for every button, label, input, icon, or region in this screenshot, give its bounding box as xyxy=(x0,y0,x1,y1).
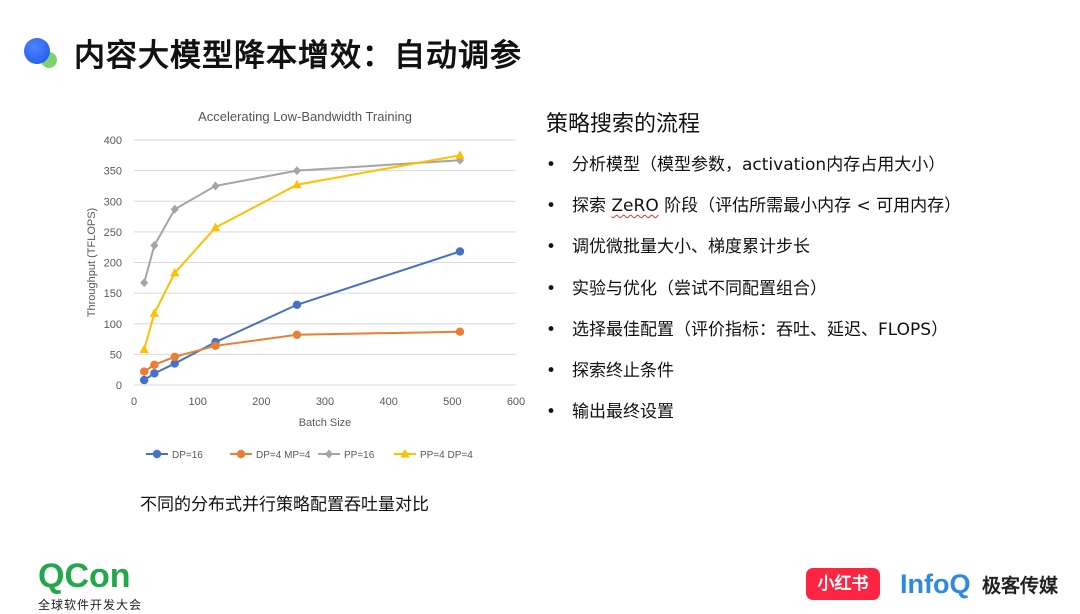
data-point-dp-16 xyxy=(170,359,179,368)
chart-svg: Accelerating Low-Bandwidth Training 0 50 10… xyxy=(86,109,525,461)
y-tick-label: 400 xyxy=(104,135,122,147)
series-line-pp-16 xyxy=(143,159,461,283)
bullet-symbol: • xyxy=(546,278,557,299)
list-item-text-post: 阶段（评估所需最小内存 < 可用内存） xyxy=(658,196,962,217)
legend-label-dp-16: DP=16 xyxy=(172,450,203,461)
series-line-pp-4-dp-4 xyxy=(143,154,461,350)
strategy-title: 策略搜索的流程 xyxy=(546,112,701,137)
list-item-text: 调优微批量大小、梯度累计步长 xyxy=(572,237,810,258)
x-axis-label: Batch Size xyxy=(299,417,352,429)
data-point-pp-16 xyxy=(211,181,220,191)
chart-caption: 不同的分布式并行策略配置吞吐量对比 xyxy=(140,495,429,515)
y-tick-label: 300 xyxy=(104,196,122,208)
data-point-pp-16 xyxy=(170,204,179,214)
list-item: • 实验与优化（尝试不同配置组合） xyxy=(546,274,961,315)
list-item: • 探索终止条件 xyxy=(546,356,961,397)
list-item: • 选择最佳配置（评价指标：吞吐、延迟、FLOPS） xyxy=(546,315,961,356)
data-point-dp-4-mp-4 xyxy=(150,360,159,369)
x-tick-label: 200 xyxy=(252,396,270,408)
data-point-pp-4-dp-4 xyxy=(210,222,221,232)
x-tick-label: 600 xyxy=(507,396,525,408)
y-tick-label: 200 xyxy=(104,258,122,270)
list-item: • 分析模型（模型参数，activation内存占用大小） xyxy=(546,150,961,191)
data-point-pp-16 xyxy=(455,155,464,165)
data-point-dp-16 xyxy=(139,375,149,385)
data-point-pp-4-dp-4 xyxy=(455,150,465,159)
series-line-dp-16 xyxy=(143,250,461,381)
footer: QCon 全球软件开发大会 xyxy=(0,552,1080,614)
data-point-pp-4-dp-4 xyxy=(139,344,149,353)
xiaohongshu-logo: 小红书 xyxy=(806,568,880,600)
legend-label-dp-4-mp-4: DP=4 MP=4 xyxy=(256,450,311,461)
qcon-logo: QCon xyxy=(38,557,131,595)
strategy-list: • 分析模型（模型参数，activation内存占用大小） • 探索 ZeRO 阶段… xyxy=(546,150,961,438)
bullet-symbol: • xyxy=(546,402,557,423)
page-title: 内容大模型降本增效：自动调参 xyxy=(74,38,522,74)
spellcheck-underlined-word: ZeRO xyxy=(611,196,659,217)
data-point-pp-16 xyxy=(150,240,159,250)
y-tick-label: 250 xyxy=(104,227,122,239)
y-axis-label: Throughput (TFLOPS) xyxy=(86,208,98,317)
data-point-pp-4-dp-4 xyxy=(292,179,302,189)
list-item-text: 输出最终设置 xyxy=(572,402,674,423)
x-tick-label: 400 xyxy=(379,396,397,408)
legend-label-pp-4-dp-4: PP=4 DP=4 xyxy=(420,450,473,461)
list-item-text-pre: 探索 xyxy=(572,196,612,217)
series-line-dp-4-mp-4 xyxy=(143,330,460,373)
list-item-text: 探索终止条件 xyxy=(572,360,674,381)
data-point-pp-16 xyxy=(140,278,149,288)
legend-marker-pp-4-dp-4 xyxy=(400,449,410,458)
list-item: • 探索 ZeRO 阶段（评估所需最小内存 < 可用内存） xyxy=(546,191,961,232)
data-point-dp-4-mp-4 xyxy=(139,367,149,376)
y-tick-label: 50 xyxy=(110,349,122,361)
title-accent-blue-dot xyxy=(24,38,50,64)
list-item-text: 实验与优化（尝试不同配置组合） xyxy=(572,278,827,299)
x-tick-label: 0 xyxy=(131,396,137,408)
y-tick-label: 100 xyxy=(104,319,122,331)
x-tick-label: 500 xyxy=(443,396,461,408)
legend-marker-pp-16 xyxy=(325,449,333,459)
legend-label-pp-16: PP=16 xyxy=(344,450,375,461)
throughput-chart: Accelerating Low-Bandwidth Training 0 50 10… xyxy=(80,100,540,480)
bullet-symbol: • xyxy=(546,155,557,175)
data-point-dp-16 xyxy=(455,247,465,256)
legend-marker-dp-16 xyxy=(152,449,162,459)
data-point-dp-4-mp-4 xyxy=(211,341,220,350)
list-item-text: 选择最佳配置（评价指标：吞吐、延迟、FLOPS） xyxy=(572,319,949,340)
y-tick-label: 350 xyxy=(104,166,122,178)
qcon-subtitle: 全球软件开发大会 xyxy=(38,598,143,612)
list-item: • 输出最终设置 xyxy=(546,397,961,438)
bullet-symbol: • xyxy=(546,237,557,258)
infoq-chinese-name: 极客传媒 xyxy=(982,575,1059,597)
bullet-symbol: • xyxy=(546,196,557,217)
y-tick-label: 150 xyxy=(104,288,122,300)
data-point-dp-4-mp-4 xyxy=(170,352,179,362)
data-point-pp-4-dp-4 xyxy=(170,267,180,277)
data-point-dp-16 xyxy=(150,369,159,378)
x-tick-label: 100 xyxy=(188,396,206,408)
bullet-symbol: • xyxy=(546,319,557,340)
list-item: • 调优微批量大小、梯度累计步长 xyxy=(546,232,961,273)
infoq-logo: InfoQ xyxy=(900,569,971,599)
bullet-symbol: • xyxy=(546,360,557,381)
y-tick-label: 0 xyxy=(116,380,122,392)
chart-title: Accelerating Low-Bandwidth Training xyxy=(198,109,412,124)
legend-marker-dp-4-mp-4 xyxy=(236,449,246,459)
x-tick-label: 300 xyxy=(316,396,334,408)
data-point-pp-16 xyxy=(292,166,301,176)
data-point-pp-4-dp-4 xyxy=(149,308,159,317)
data-point-dp-4-mp-4 xyxy=(292,330,302,339)
data-point-dp-4-mp-4 xyxy=(455,327,465,336)
list-item-text: 分析模型（模型参数，activation内存占用大小） xyxy=(572,155,946,175)
data-point-dp-16 xyxy=(292,300,302,309)
